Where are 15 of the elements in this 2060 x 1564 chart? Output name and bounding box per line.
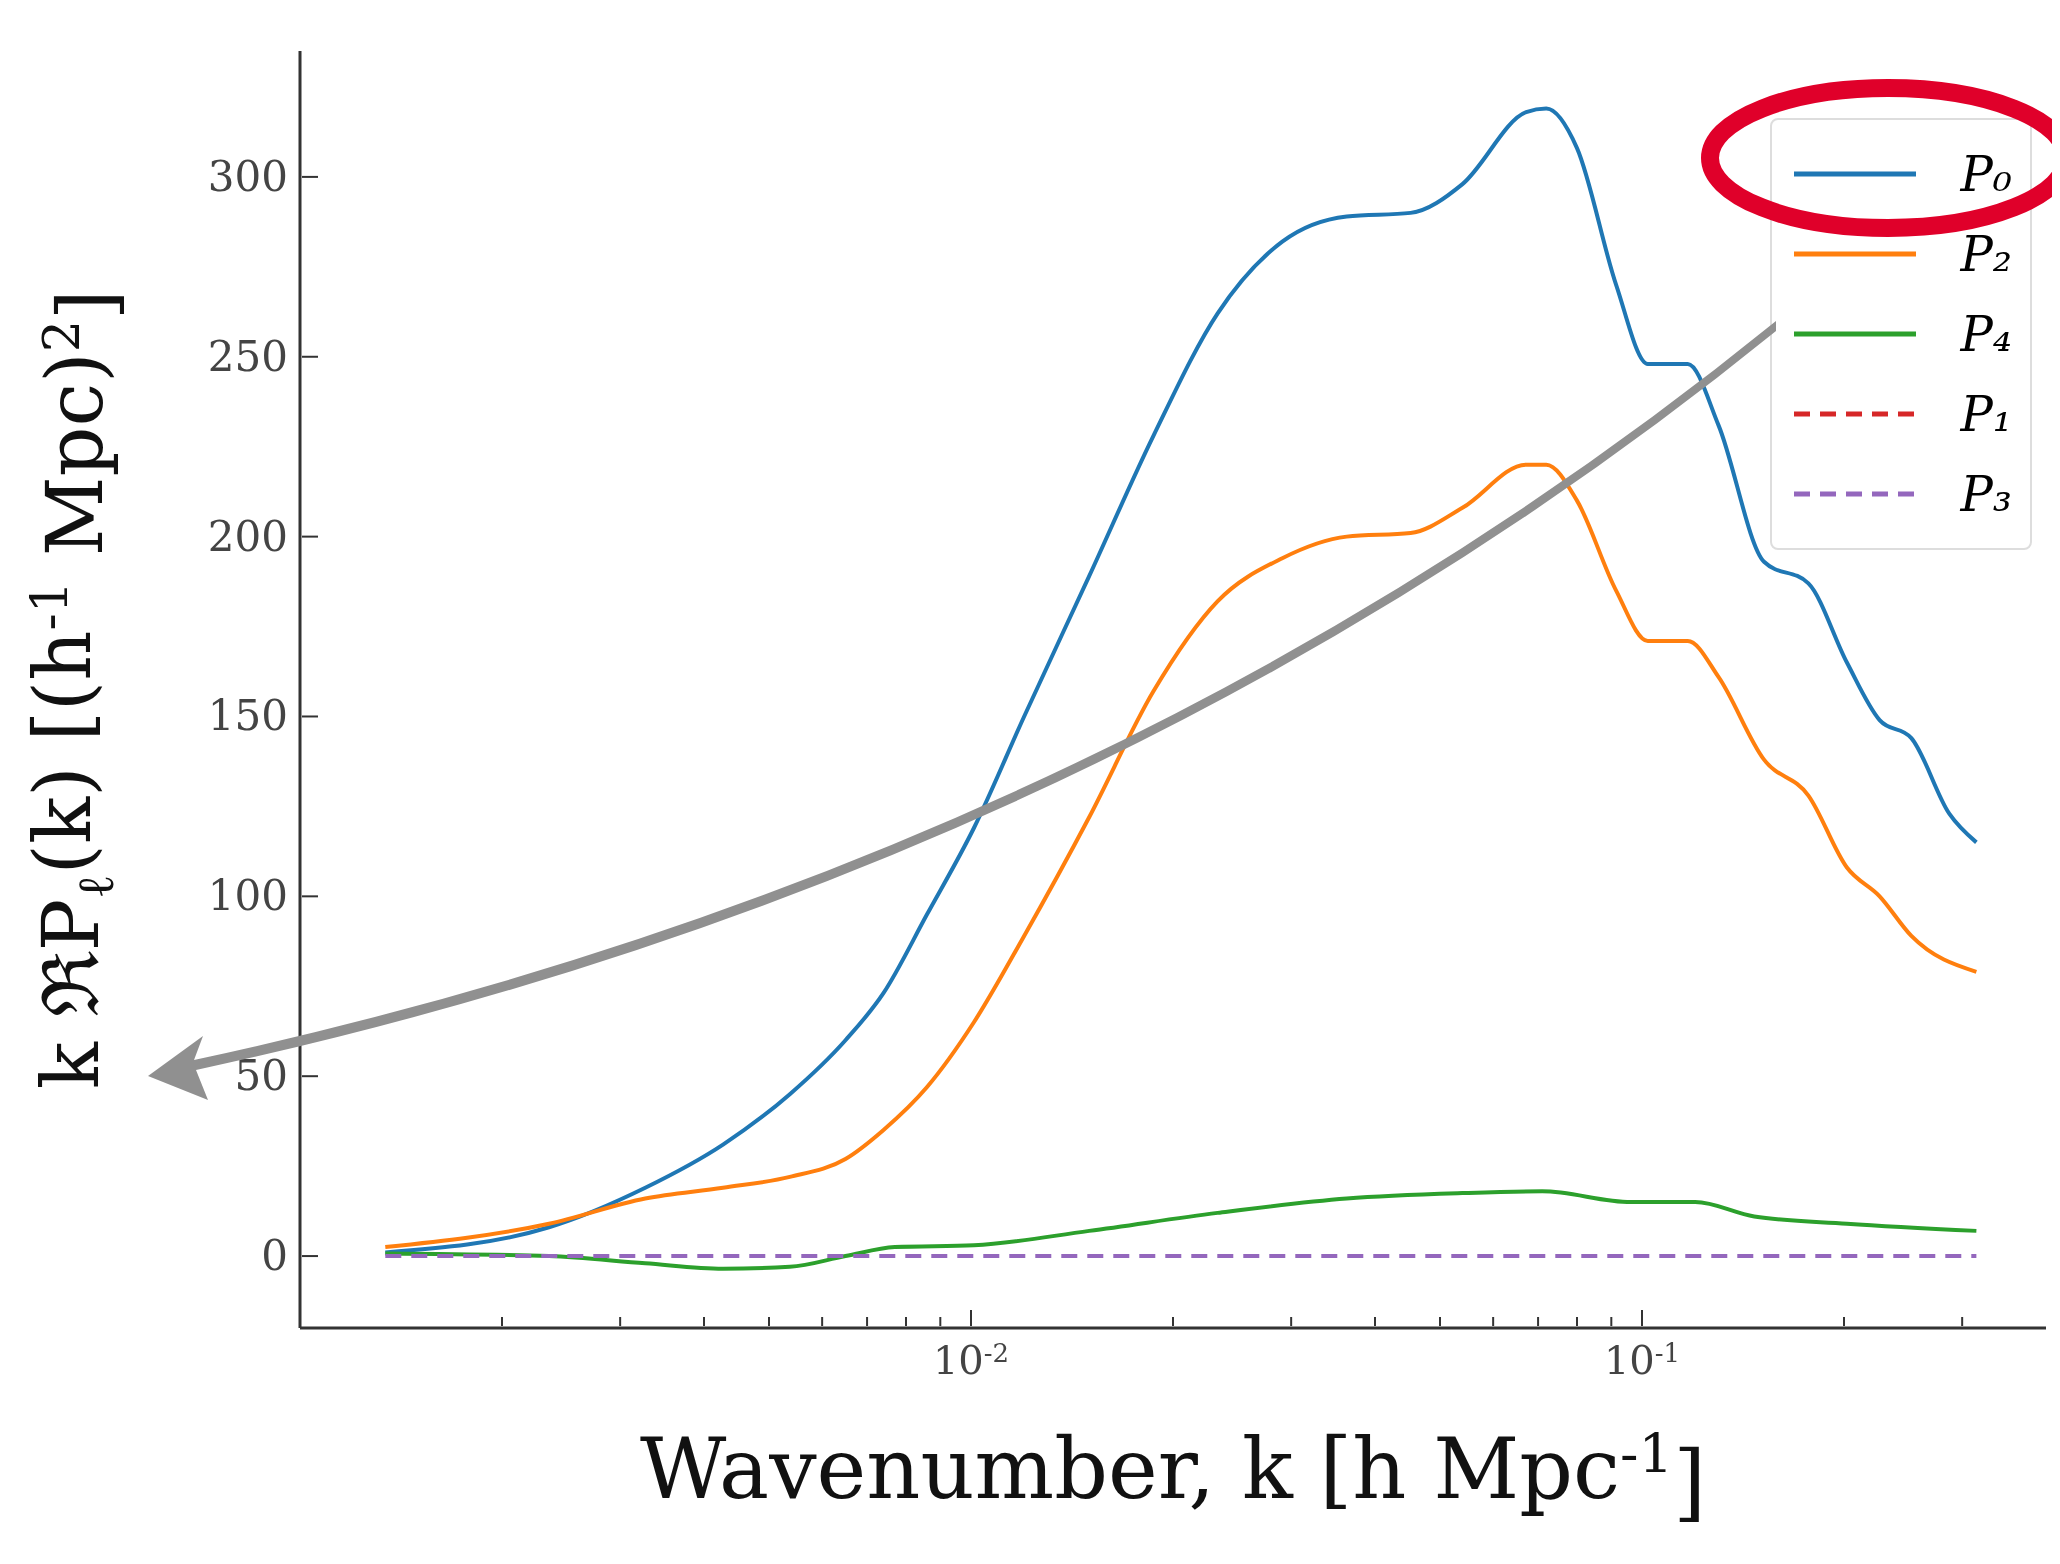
- y-tick-label: 100: [207, 871, 288, 921]
- legend-label: P₄: [1960, 306, 2012, 362]
- x-tick-label: 10$^{-2}$: [932, 1337, 1010, 1383]
- y-tick-label: 0: [261, 1231, 288, 1281]
- x-axis-title: Wavenumber, k [h Mpc$^{-1}$]: [640, 1420, 1706, 1532]
- legend-label: P₀: [1960, 146, 2012, 202]
- y-tick-label: 150: [207, 691, 288, 741]
- legend-label: P₃: [1960, 466, 2012, 522]
- y-tick-label: 50: [234, 1051, 288, 1101]
- legend-label: P₁: [1960, 386, 2012, 442]
- y-tick-label: 200: [207, 511, 288, 561]
- y-tick-label: 250: [207, 331, 288, 381]
- y-tick-label: 300: [207, 151, 288, 201]
- x-tick-label: 10$^{-1}$: [1603, 1337, 1681, 1383]
- legend-label: P₂: [1960, 226, 2012, 282]
